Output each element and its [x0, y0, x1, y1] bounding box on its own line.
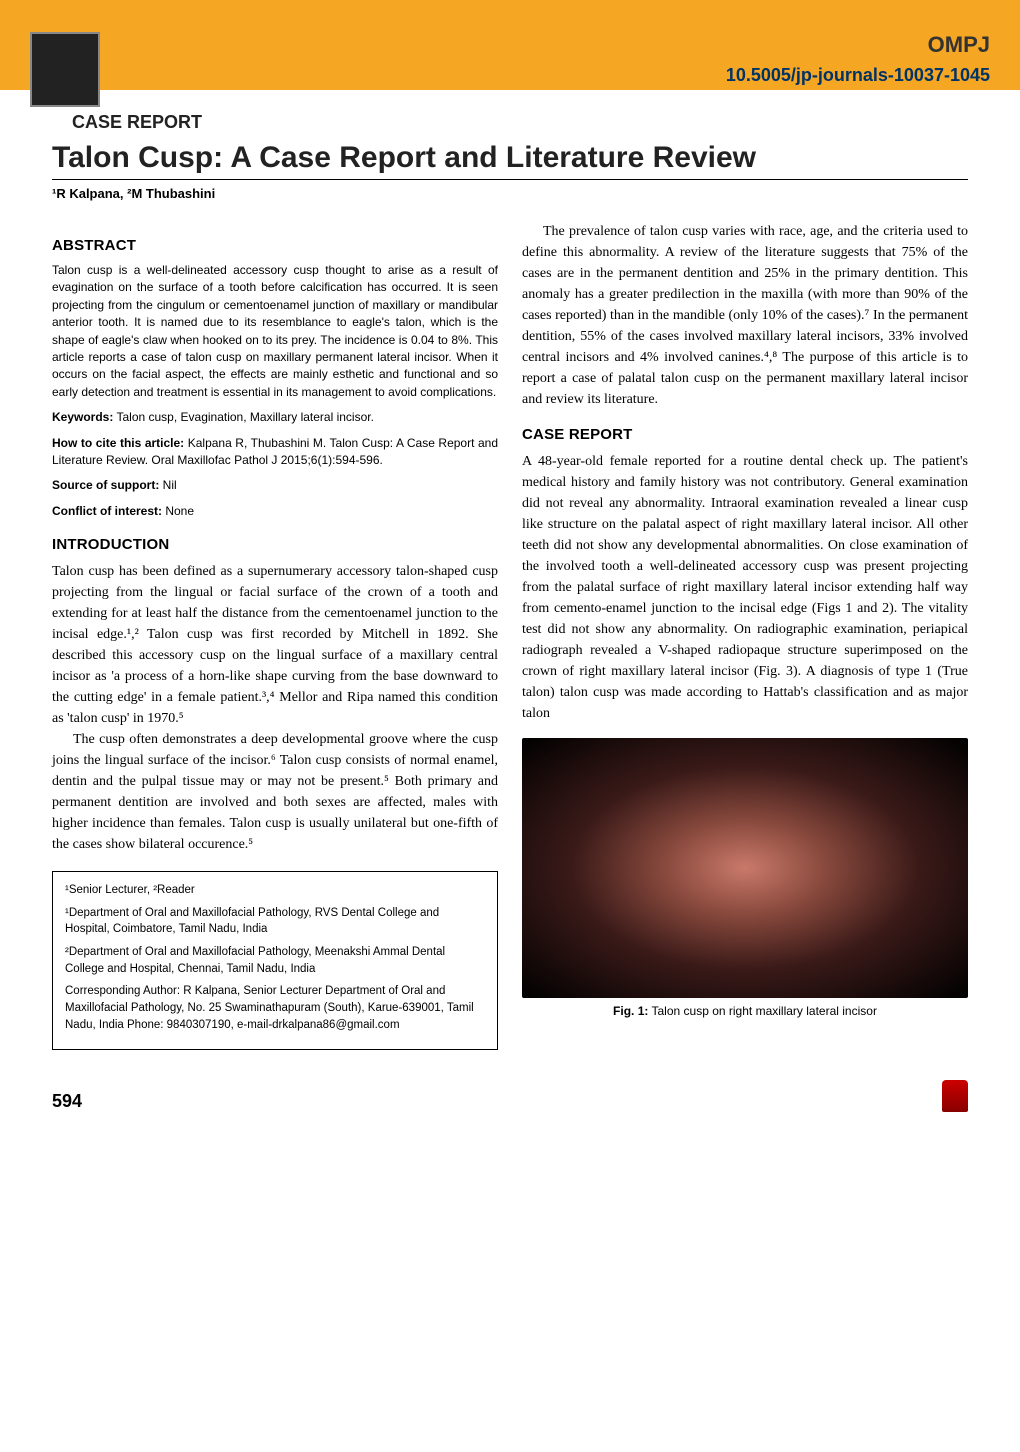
- keywords-label: Keywords:: [52, 410, 113, 424]
- introduction-heading: INTRODUCTION: [52, 536, 498, 553]
- affil-corresponding: Corresponding Author: R Kalpana, Senior …: [65, 983, 485, 1033]
- figure-1-label: Fig. 1:: [613, 1004, 648, 1018]
- article-content: Talon Cusp: A Case Report and Literature…: [0, 141, 1020, 1070]
- support-line: Source of support: Nil: [52, 477, 498, 494]
- keywords-line: Keywords: Talon cusp, Evagination, Maxil…: [52, 409, 498, 426]
- affil-dept1: ¹Department of Oral and Maxillofacial Pa…: [65, 905, 485, 938]
- journal-name: OMPJ: [928, 32, 990, 58]
- publisher-logo: [942, 1080, 968, 1112]
- case-report-paragraph: A 48-year-old female reported for a rout…: [522, 451, 968, 724]
- article-title: Talon Cusp: A Case Report and Literature…: [52, 141, 968, 180]
- keywords-value: Talon cusp, Evagination, Maxillary later…: [113, 410, 374, 424]
- conflict-label: Conflict of interest:: [52, 504, 162, 518]
- affil-dept2: ²Department of Oral and Maxillofacial Pa…: [65, 944, 485, 977]
- figure-1: Fig. 1: Talon cusp on right maxillary la…: [522, 738, 968, 1018]
- article-type-label: CASE REPORT: [72, 112, 1020, 133]
- doi: 10.5005/jp-journals-10037-1045: [726, 65, 990, 86]
- support-label: Source of support:: [52, 478, 159, 492]
- intro-p2: The cusp often demonstrates a deep devel…: [52, 729, 498, 855]
- figure-1-caption: Fig. 1: Talon cusp on right maxillary la…: [522, 1004, 968, 1018]
- conflict-line: Conflict of interest: None: [52, 503, 498, 520]
- figure-1-image: [522, 738, 968, 998]
- journal-logo: [30, 32, 100, 107]
- support-value: Nil: [159, 478, 176, 492]
- authors: ¹R Kalpana, ²M Thubashini: [52, 186, 968, 201]
- abstract-text: Talon cusp is a well-delineated accessor…: [52, 262, 498, 401]
- header-band: OMPJ 10.5005/jp-journals-10037-1045: [0, 0, 1020, 90]
- how-to-cite-label: How to cite this article:: [52, 436, 184, 450]
- prevalence-paragraph: The prevalence of talon cusp varies with…: [522, 221, 968, 410]
- conflict-value: None: [162, 504, 194, 518]
- page-number: 594: [52, 1091, 82, 1112]
- intro-p1: Talon cusp has been defined as a supernu…: [52, 561, 498, 729]
- page-footer: 594: [0, 1070, 1020, 1132]
- two-column-layout: ABSTRACT Talon cusp is a well-delineated…: [52, 221, 968, 1050]
- corresponding-label: Corresponding Author:: [65, 985, 180, 997]
- right-column: The prevalence of talon cusp varies with…: [522, 221, 968, 1050]
- affiliations-box: ¹Senior Lecturer, ²Reader ¹Department of…: [52, 871, 498, 1050]
- figure-1-caption-text: Talon cusp on right maxillary lateral in…: [648, 1004, 877, 1018]
- left-column: ABSTRACT Talon cusp is a well-delineated…: [52, 221, 498, 1050]
- affil-roles: ¹Senior Lecturer, ²Reader: [65, 882, 485, 899]
- case-report-heading: CASE REPORT: [522, 426, 968, 443]
- how-to-cite-line: How to cite this article: Kalpana R, Thu…: [52, 435, 498, 470]
- abstract-heading: ABSTRACT: [52, 237, 498, 254]
